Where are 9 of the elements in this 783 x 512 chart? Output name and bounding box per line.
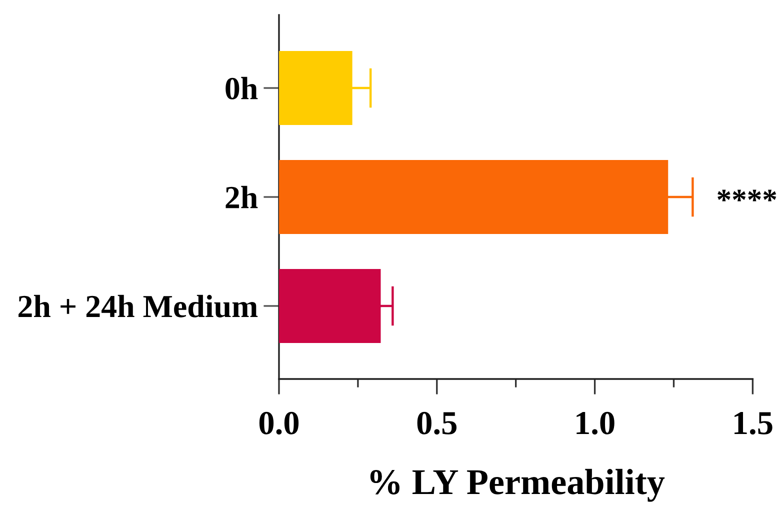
annotation: ****: [718, 190, 776, 202]
x-tick-label: 1.5: [734, 412, 772, 435]
y-tick-label: 0h: [226, 76, 258, 100]
x-tick-label: 0.0: [259, 412, 299, 435]
x-tick-label: 1.0: [576, 412, 614, 435]
x-axis-title: % LY Permeability: [370, 468, 665, 502]
y-tick-label: 2h: [226, 186, 258, 208]
y-tick-label: 2h + 24h Medium: [18, 294, 258, 318]
x-tick-label: 0.5: [417, 412, 456, 435]
